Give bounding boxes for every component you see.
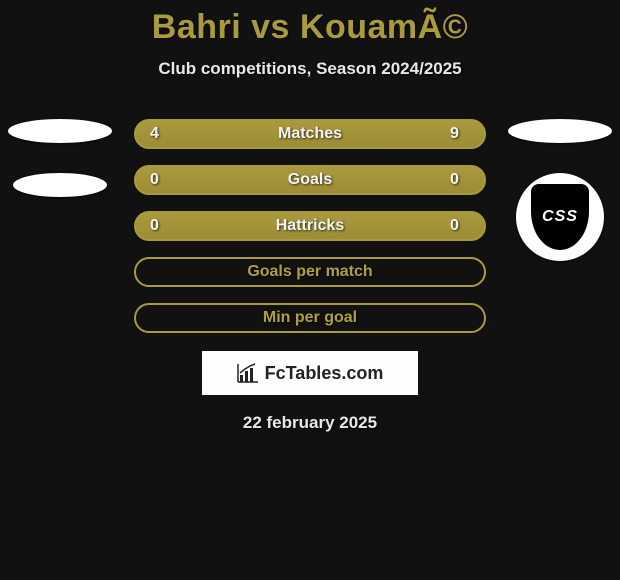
stat-right-value: 0 [450, 171, 470, 189]
stat-row-goals-per-match: Goals per match [134, 257, 486, 287]
stat-label: Min per goal [136, 309, 484, 327]
page-title: Bahri vs KouamÃ© [152, 8, 468, 47]
stat-label: Matches [170, 125, 450, 143]
left-column [0, 119, 120, 333]
player-badge-left-2 [13, 173, 107, 197]
stat-left-value: 4 [150, 125, 170, 143]
brand-box: FcTables.com [202, 351, 418, 395]
stat-label: Goals [170, 171, 450, 189]
club-logo-text: CSS [531, 184, 589, 250]
comparison-card: Bahri vs KouamÃ© Club competitions, Seas… [0, 0, 620, 580]
stat-left-value: 0 [150, 217, 170, 235]
player-badge-right-1 [508, 119, 612, 143]
stat-right-value: 9 [450, 125, 470, 143]
stat-row-goals: 0 Goals 0 [134, 165, 486, 195]
player-badge-left-1 [8, 119, 112, 143]
stat-row-matches: 4 Matches 9 [134, 119, 486, 149]
right-column: CSS [500, 119, 620, 333]
comparison-grid: 4 Matches 9 0 Goals 0 0 Hattricks 0 Goal… [0, 119, 620, 333]
stat-row-min-per-goal: Min per goal [134, 303, 486, 333]
brand-name: FcTables.com [265, 363, 384, 384]
stat-right-value: 0 [450, 217, 470, 235]
stat-label: Hattricks [170, 217, 450, 235]
chart-icon [237, 363, 259, 383]
club-logo-css: CSS [516, 173, 604, 261]
stat-left-value: 0 [150, 171, 170, 189]
stats-column: 4 Matches 9 0 Goals 0 0 Hattricks 0 Goal… [130, 119, 490, 333]
page-subtitle: Club competitions, Season 2024/2025 [158, 59, 461, 79]
stat-label: Goals per match [136, 263, 484, 281]
stat-row-hattricks: 0 Hattricks 0 [134, 211, 486, 241]
generated-date: 22 february 2025 [243, 413, 377, 433]
